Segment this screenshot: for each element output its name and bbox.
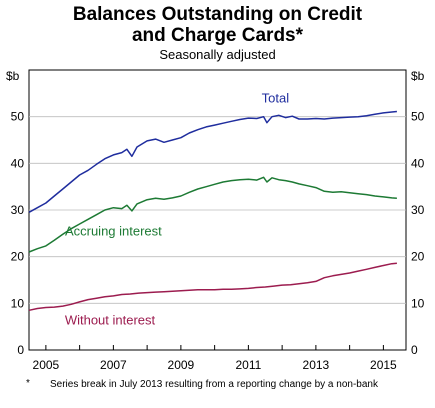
- chart-title-line-1: Balances Outstanding on Credit: [72, 4, 363, 25]
- x-tick-label: 2007: [100, 358, 127, 372]
- y-tick-label-left: 10: [11, 296, 25, 310]
- chart-title-line-2: and Charge Cards*: [131, 25, 304, 46]
- x-tick-label: 2013: [303, 358, 330, 372]
- y-tick-label-right: 40: [411, 156, 425, 170]
- series-line-without-interest: [28, 262, 397, 312]
- footnote-text: Series break in July 2013 resulting from…: [50, 379, 378, 390]
- y-tick-label-left: 20: [11, 250, 25, 264]
- chart-subtitle: Seasonally adjusted: [159, 47, 276, 62]
- series-line-accruing-interest: [28, 176, 397, 253]
- x-tick-label: 2009: [168, 358, 195, 372]
- y-tick-label-right: 10: [411, 296, 425, 310]
- x-tick-label: 2015: [370, 358, 397, 372]
- series-label-without-interest: Without interest: [65, 312, 156, 327]
- y-tick-label-right: 30: [411, 203, 425, 217]
- x-tick-label: 2005: [33, 358, 60, 372]
- y-tick-label-right: 50: [411, 110, 425, 124]
- y-axis-unit-right: $b: [411, 69, 425, 83]
- series-label-total: Total: [262, 91, 290, 106]
- footnote-marker: *: [26, 378, 30, 389]
- y-axis-unit-left: $b: [6, 69, 20, 83]
- y-tick-label-left: 0: [17, 343, 24, 357]
- y-tick-label-left: 50: [11, 110, 25, 124]
- y-tick-label-right: 20: [411, 250, 425, 264]
- y-tick-label-left: 40: [11, 156, 25, 170]
- x-tick-label: 2011: [235, 358, 261, 372]
- y-tick-label-left: 30: [11, 203, 25, 217]
- y-tick-label-right: 0: [411, 343, 418, 357]
- series-label-accruing-interest: Accruing interest: [65, 224, 162, 239]
- series-line-total: [28, 110, 397, 213]
